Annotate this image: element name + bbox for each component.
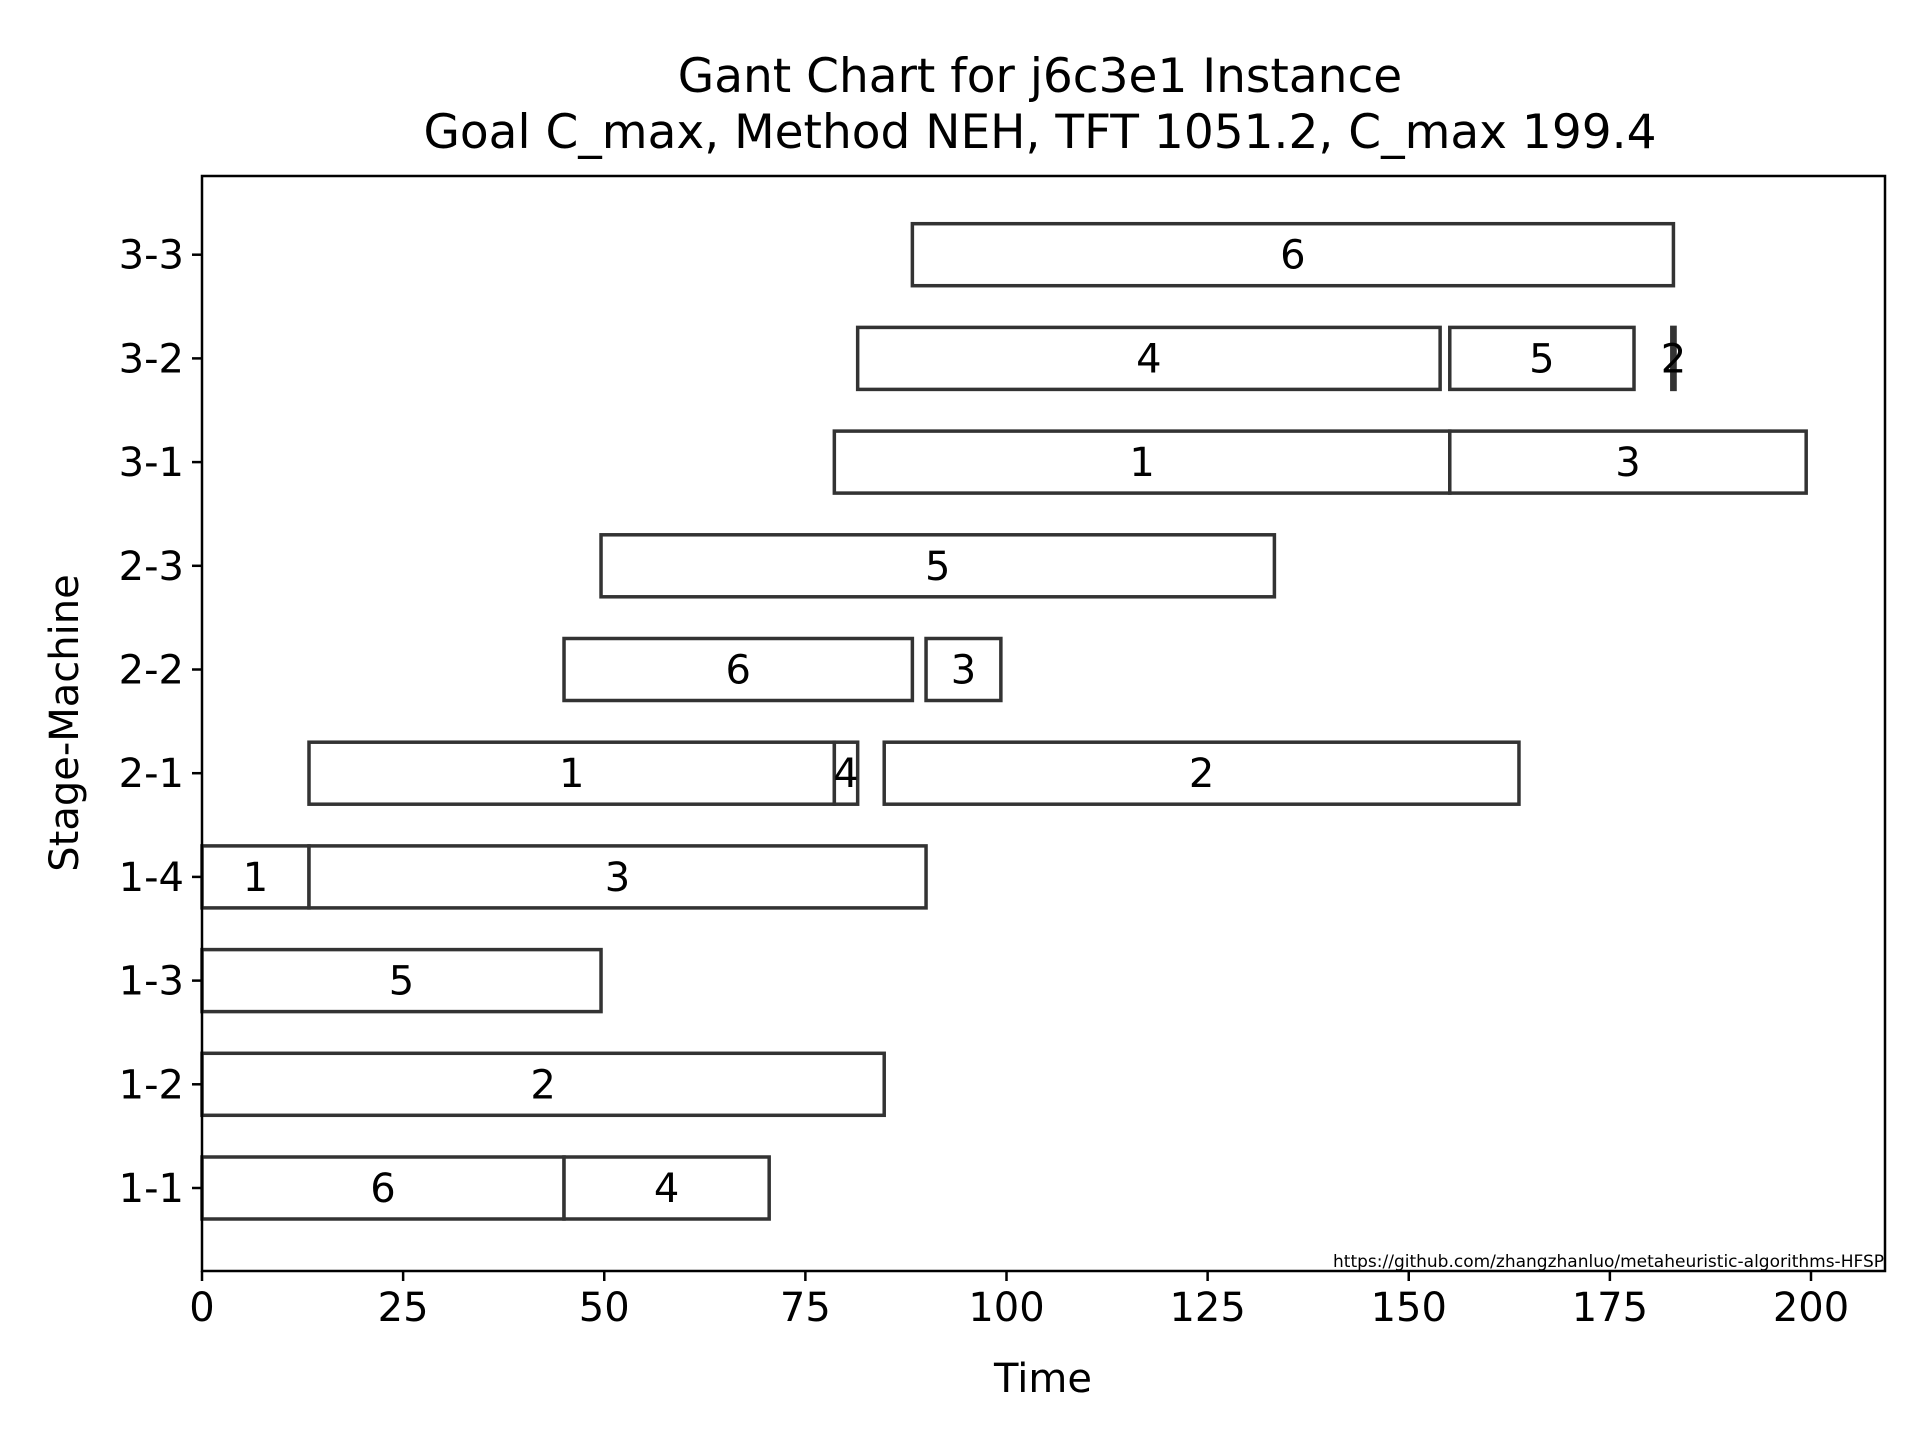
x-tick-label: 100: [968, 1285, 1044, 1331]
y-tick-label: 1-4: [119, 855, 184, 901]
y-tick-label: 3-3: [119, 233, 184, 279]
gantt-bar: [599, 533, 1277, 599]
gantt-bar: [200, 1051, 886, 1118]
gantt-bar: [1670, 325, 1677, 392]
gantt-bar-label: 2: [1661, 336, 1686, 382]
gantt-bar-label: 3: [605, 855, 630, 901]
gantt-bar: [832, 429, 1452, 495]
x-tick-label: 50: [579, 1285, 630, 1331]
gantt-bar-label: 6: [725, 648, 750, 694]
gantt-bar-label: 1: [243, 855, 268, 901]
y-tick-label: 1-1: [119, 1166, 184, 1212]
gantt-bar-label: 6: [370, 1166, 395, 1212]
gantt-bar-label: 2: [1189, 751, 1214, 797]
x-tick-label: 200: [1773, 1285, 1849, 1331]
y-axis-label: Stage-Machine: [42, 574, 88, 871]
y-tick-label: 2-1: [119, 751, 184, 797]
gantt-bar: [200, 844, 311, 910]
gantt-bar-label: 1: [559, 751, 584, 797]
gantt-bar: [562, 1155, 771, 1221]
gantt-bar: [307, 844, 928, 910]
gantt-bar: [562, 636, 915, 703]
gantt-bar: [855, 325, 1442, 392]
gantt-bar: [1448, 325, 1636, 392]
gantt-bar-label: 1: [1129, 440, 1154, 486]
plot-frame: [200, 174, 1887, 1273]
gantt-bar: [882, 740, 1521, 806]
y-tick-label: 1-3: [119, 959, 184, 1005]
gantt-bar-label: 2: [530, 1062, 555, 1108]
gantt-bar-label: 3: [951, 648, 976, 694]
gantt-bar: [307, 740, 837, 806]
x-tick-label: 25: [378, 1285, 429, 1331]
y-tick-label: 2-3: [119, 544, 184, 590]
x-axis-ticks: 0 25 50 75 100 125 150 175 200: [189, 1271, 1849, 1331]
gantt-bar-label: 5: [925, 544, 950, 590]
x-tick-label: 175: [1572, 1285, 1648, 1331]
y-axis-ticks: 1-1 1-2 1-3 1-4 2-1 2-2 2-3 3-1 3-2 3-3: [119, 233, 202, 1212]
gantt-bar: [1448, 429, 1808, 495]
x-tick-label: 0: [189, 1285, 214, 1331]
chart-title-line1: Gant Chart for j6c3e1 Instance: [678, 49, 1402, 104]
x-axis-label: Time: [993, 1356, 1092, 1402]
watermark-url: https://github.com/zhangzhanluo/metaheur…: [1333, 1252, 1884, 1272]
gantt-bar-label: 6: [1280, 233, 1305, 279]
gantt-bar: [200, 947, 603, 1014]
gantt-bar: [924, 636, 1003, 703]
x-tick-label: 150: [1371, 1285, 1447, 1331]
gantt-bar-label: 4: [1136, 336, 1161, 382]
gantt-bar-label: 3: [1615, 440, 1640, 486]
bars-layer: 6 4 2 5 1 3 1 4 2 6 3 5 1 3 4 5 2 6: [200, 221, 1808, 1221]
y-tick-label: 3-2: [119, 336, 184, 382]
x-tick-label: 125: [1169, 1285, 1245, 1331]
y-tick-label: 2-2: [119, 648, 184, 694]
x-tick-label: 75: [780, 1285, 831, 1331]
gantt-bar: [832, 740, 860, 806]
chart-title-line2: Goal C_max, Method NEH, TFT 1051.2, C_ma…: [424, 105, 1657, 160]
gantt-bar-label: 5: [1529, 336, 1554, 382]
gantt-bar: [910, 221, 1676, 288]
gantt-bar-label: 4: [654, 1166, 679, 1212]
y-tick-label: 1-2: [119, 1062, 184, 1108]
gantt-bar-label: 4: [833, 751, 858, 797]
y-tick-label: 3-1: [119, 440, 184, 486]
gantt-bar-label: 5: [389, 959, 414, 1005]
